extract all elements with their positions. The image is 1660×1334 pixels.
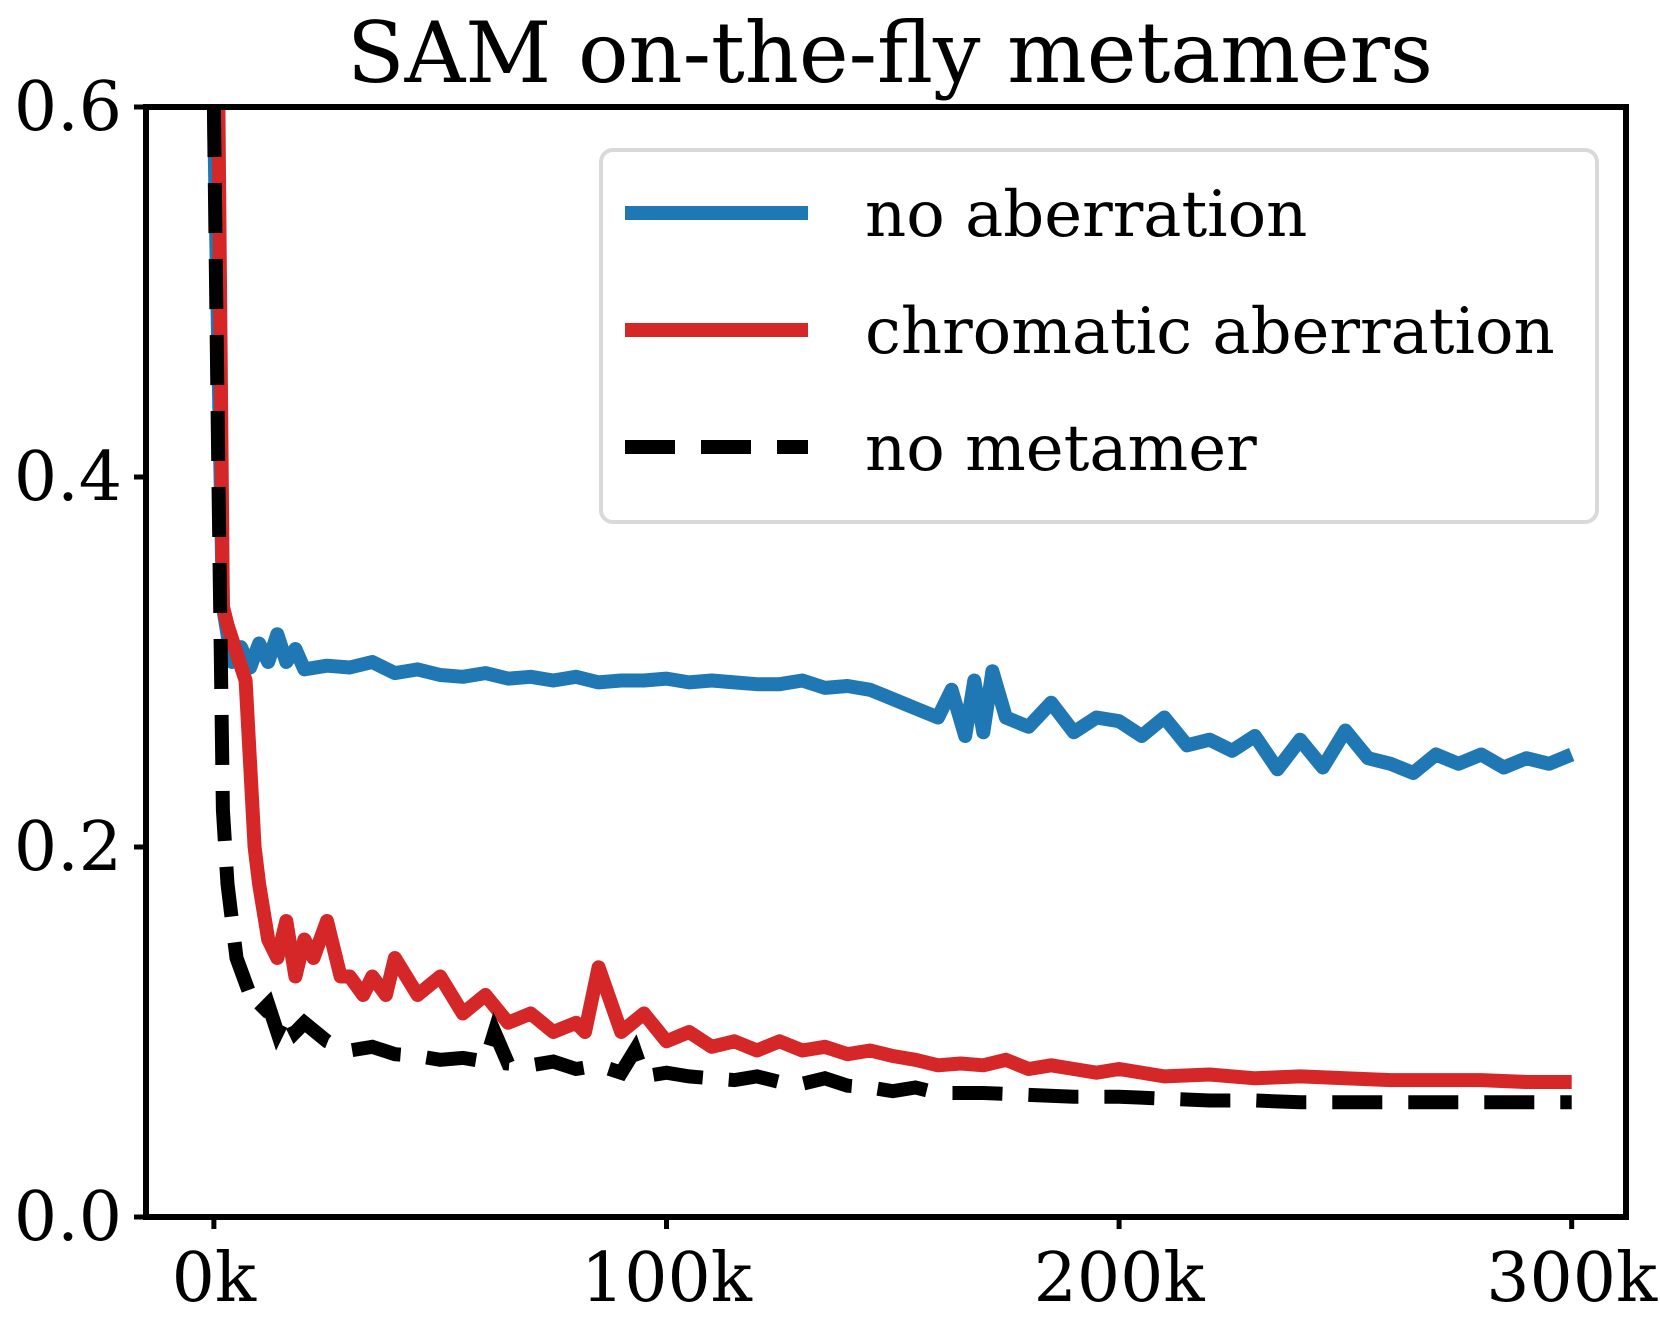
y-tick-label: 0.6 [14, 68, 122, 147]
x-tick-label: 0k [172, 1239, 257, 1318]
series-layer [206, 107, 1575, 1110]
y-tick-label: 0.2 [14, 808, 122, 887]
x-tick-label: 200k [1034, 1239, 1206, 1318]
y-tick-label: 0.4 [14, 438, 122, 517]
x-axis-ticks: 0k 100k 200k 300k [172, 1217, 1658, 1318]
series-chromatic-aberration-line [211, 107, 1572, 1089]
series-no-aberration-line [206, 107, 1575, 780]
legend-label: chromatic aberration [865, 295, 1555, 369]
y-axis-ticks: 0.0 0.2 0.4 0.6 [14, 68, 146, 1257]
x-tick-label: 100k [581, 1239, 753, 1318]
x-tick-label: 300k [1486, 1239, 1658, 1318]
legend-box [599, 148, 1599, 524]
plot-frame [143, 104, 1629, 1220]
y-tick-label: 0.0 [14, 1178, 122, 1257]
legend-label: no aberration [865, 178, 1307, 252]
legend: no aberration chromatic aberration no meta… [599, 148, 1599, 524]
chart-title: SAM on-the-fly metamers [347, 4, 1433, 102]
legend-label: no metamer [865, 412, 1257, 486]
